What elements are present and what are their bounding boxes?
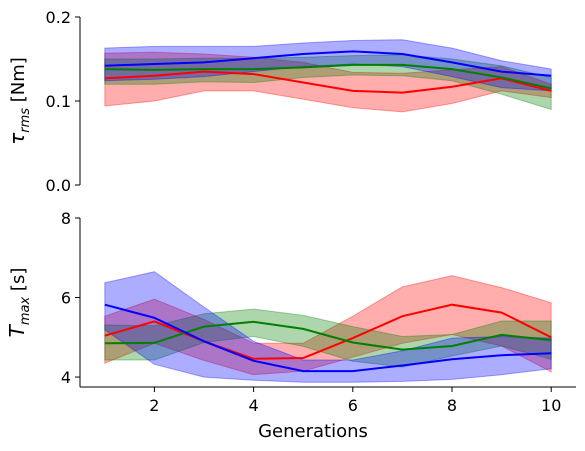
y-axis-title-symbol: T [5, 323, 29, 337]
y-axis-title-symbol: τ [5, 132, 29, 145]
y-tick-label: 0.0 [46, 176, 71, 195]
blue-mean-line-panel-top [104, 50, 552, 77]
red-mean-line-panel-bottom [104, 303, 552, 360]
top-panel: 0.0 0.1 0.2 τrms [Nm] [5, 8, 552, 195]
y-axis-title: Tmax [s] [5, 268, 33, 338]
x-axis-title: Generations [258, 421, 368, 442]
y-axis-title-subscript: max [18, 297, 33, 326]
bottom-panel: 4 6 8 2 4 6 8 10 Generations Tmax [s] [5, 209, 576, 442]
x-tick-label: 2 [149, 396, 159, 415]
y-axis-title-unit: [s] [8, 268, 29, 291]
green-mean-line-panel-bottom [104, 320, 552, 351]
y-tick-label: 0.1 [46, 92, 71, 111]
green-band-panel-bottom [104, 308, 552, 368]
green-mean-line-panel-top [104, 63, 552, 90]
red-band-panel-bottom [104, 275, 552, 376]
y-tick-label: 0.2 [46, 8, 71, 27]
y-tick-label: 6 [61, 289, 71, 308]
x-tick-label: 10 [541, 396, 561, 415]
blue-mean-line-panel-bottom [104, 303, 552, 373]
y-tick-label: 4 [61, 368, 71, 387]
y-axis-title: τrms [Nm] [5, 57, 33, 145]
y-tick-label: 8 [61, 209, 71, 228]
red-band-panel-top [104, 51, 552, 113]
x-tick-label: 6 [348, 396, 358, 415]
x-tick-label: 8 [447, 396, 457, 415]
y-axis-title-subscript: rms [18, 108, 33, 133]
y-axis-title-unit: [Nm] [8, 57, 29, 102]
x-tick-label: 4 [249, 396, 259, 415]
blue-band-panel-bottom [104, 271, 552, 383]
red-mean-line-panel-top [104, 70, 552, 94]
